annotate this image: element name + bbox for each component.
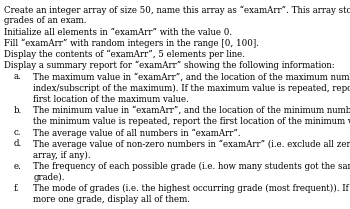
Text: c.: c. [13,128,21,137]
Text: the minimum value is repeated, report the first location of the minimum value.: the minimum value is repeated, report th… [33,117,350,126]
Text: index/subscript of the maximum). If the maximum value is repeated, report the: index/subscript of the maximum). If the … [33,83,350,93]
Text: a.: a. [13,72,21,81]
Text: The minimum value in “examArr”, and the location of the minimum number. If: The minimum value in “examArr”, and the … [33,106,350,115]
Text: grade).: grade). [33,173,65,182]
Text: e.: e. [13,162,21,171]
Text: Create an integer array of size 50, name this array as “examArr”. This array sto: Create an integer array of size 50, name… [4,5,350,15]
Text: The mode of grades (i.e. the highest occurring grade (most frequent)). If there : The mode of grades (i.e. the highest occ… [33,184,350,193]
Text: Fill “examArr” with random integers in the range [0, 100].: Fill “examArr” with random integers in t… [4,39,259,48]
Text: The frequency of each possible grade (i.e. how many students got the same: The frequency of each possible grade (i.… [33,162,350,171]
Text: first location of the maximum value.: first location of the maximum value. [33,95,189,104]
Text: grades of an exam.: grades of an exam. [4,17,87,25]
Text: d.: d. [13,139,22,148]
Text: Initialize all elements in “examArr” with the value 0.: Initialize all elements in “examArr” wit… [4,28,232,37]
Text: The average value of all numbers in “examArr”.: The average value of all numbers in “exa… [33,128,241,138]
Text: The average value of non-zero numbers in “examArr” (i.e. exclude all zeros in th: The average value of non-zero numbers in… [33,139,350,149]
Text: Display a summary report for “examArr” showing the following information:: Display a summary report for “examArr” s… [4,61,335,70]
Text: f.: f. [13,184,19,193]
Text: array, if any).: array, if any). [33,150,91,160]
Text: Display the contents of “examArr”, 5 elements per line.: Display the contents of “examArr”, 5 ele… [4,50,245,59]
Text: The maximum value in “examArr”, and the location of the maximum number (the: The maximum value in “examArr”, and the … [33,72,350,81]
Text: b.: b. [13,106,22,115]
Text: more one grade, display all of them.: more one grade, display all of them. [33,195,190,204]
